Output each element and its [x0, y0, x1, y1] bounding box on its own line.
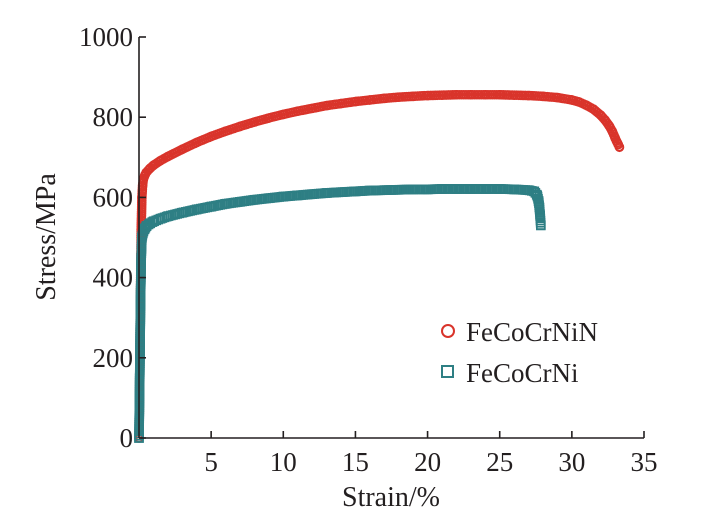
data-point	[535, 210, 545, 221]
data-point	[480, 89, 491, 100]
data-point	[350, 186, 361, 197]
data-point	[235, 121, 245, 132]
data-point	[581, 100, 592, 110]
data-point	[533, 196, 544, 207]
data-point	[191, 137, 202, 148]
ticks: 0 200 400 600 800 1000 5 10 15 20 25 30 35	[79, 22, 658, 477]
data-point	[148, 160, 159, 171]
data-point	[278, 191, 289, 202]
data-point	[292, 190, 303, 201]
data-point	[393, 184, 404, 195]
data-point	[536, 220, 546, 231]
data-point	[321, 100, 332, 111]
data-point	[538, 91, 548, 102]
data-point	[379, 185, 390, 195]
data-point	[235, 197, 245, 207]
data-point	[137, 232, 147, 243]
data-point	[155, 155, 166, 166]
data-point	[422, 90, 433, 101]
y-tick-label: 200	[93, 343, 134, 373]
data-point	[336, 187, 346, 197]
data-point	[365, 95, 375, 105]
data-point	[136, 252, 146, 263]
data-point	[466, 89, 476, 100]
data-point	[437, 90, 447, 100]
data-point	[321, 188, 332, 198]
data-point	[494, 184, 505, 194]
data-point	[191, 204, 202, 215]
y-tick-label: 1000	[79, 22, 133, 52]
data-point	[177, 207, 188, 218]
plot-area	[134, 89, 625, 443]
y-tick-label: 400	[93, 263, 134, 293]
data-point	[532, 190, 543, 201]
data-point	[177, 144, 188, 155]
legend-label-fecocrnin: FeCoCrNiN	[466, 317, 598, 347]
legend-marker-fecocrni	[441, 365, 454, 378]
x-tick-label: 35	[631, 447, 658, 477]
data-point	[292, 106, 303, 116]
x-tick-label: 5	[204, 447, 218, 477]
data-point	[451, 89, 462, 100]
y-tick-label: 0	[120, 423, 134, 453]
data-point	[135, 300, 146, 311]
data-point	[379, 93, 390, 104]
data-point	[206, 131, 216, 142]
x-tick-label: 20	[414, 447, 441, 477]
series-fecocrni	[134, 184, 546, 443]
data-point	[336, 98, 346, 109]
data-point	[206, 201, 216, 212]
data-point	[480, 184, 491, 194]
data-point	[604, 121, 615, 131]
data-point	[307, 103, 317, 114]
data-point	[523, 90, 534, 101]
series-fecocrnin	[134, 89, 625, 443]
axes	[138, 37, 644, 439]
data-point	[437, 184, 447, 194]
data-point	[466, 184, 476, 194]
data-point	[408, 91, 418, 102]
legend: FeCoCrNiN FeCoCrNi	[441, 317, 598, 388]
legend-marker-fecocrnin	[441, 324, 455, 338]
legend-label-fecocrni: FeCoCrNi	[466, 358, 579, 388]
y-axis-title: Stress/MPa	[31, 173, 62, 301]
data-point	[264, 193, 274, 204]
data-point	[249, 117, 260, 127]
data-point	[494, 89, 505, 100]
data-point	[163, 211, 173, 222]
x-axis-title: Strain/%	[342, 482, 440, 513]
data-point	[451, 184, 462, 194]
data-point	[220, 199, 231, 209]
data-point	[249, 195, 260, 205]
x-tick-label: 30	[558, 447, 585, 477]
x-tick-label: 10	[270, 447, 297, 477]
data-point	[408, 184, 418, 195]
data-point	[614, 142, 625, 153]
data-point	[220, 126, 231, 137]
data-point	[307, 189, 317, 199]
data-point	[264, 113, 274, 123]
data-point	[139, 223, 150, 234]
data-point	[365, 185, 375, 196]
data-point	[552, 92, 563, 103]
data-point	[278, 109, 289, 120]
y-tick-label: 800	[93, 102, 134, 132]
data-point	[588, 104, 599, 114]
data-point	[509, 184, 519, 195]
x-tick-label: 15	[342, 447, 369, 477]
x-tick-label: 25	[486, 447, 513, 477]
data-point	[523, 185, 534, 195]
data-point	[509, 90, 519, 100]
y-tick-label: 600	[93, 182, 134, 212]
data-point	[422, 184, 433, 195]
data-point	[393, 92, 404, 102]
data-point	[163, 151, 173, 162]
data-point	[350, 96, 361, 107]
